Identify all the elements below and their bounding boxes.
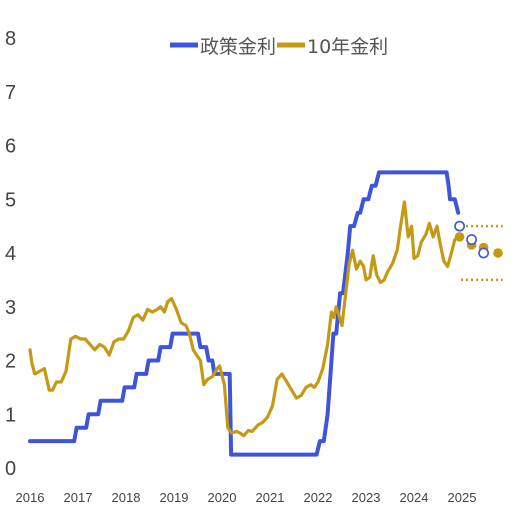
- y-tick-label-7: 7: [5, 82, 16, 104]
- projection-point-policy-rate-0: [454, 220, 465, 232]
- projection-point-policy-rate-2: [478, 247, 489, 259]
- x-tick-label-4: 2020: [208, 490, 237, 505]
- projection-point-10y-rate-3: [493, 248, 503, 258]
- x-tick-label-0: 2016: [16, 490, 45, 505]
- series-line-10y-rate: [28, 200, 460, 438]
- y-tick-label-1: 1: [5, 404, 16, 426]
- x-tick-label-5: 2021: [256, 490, 285, 505]
- legend: 政策金利 10年金利: [170, 36, 388, 58]
- legend-label-policy-rate: 政策金利: [200, 36, 276, 58]
- legend-label-10y-rate: 10年金利: [307, 36, 388, 58]
- x-tick-label-1: 2017: [64, 490, 93, 505]
- x-axis: 2016 2017 2018 2019 2020 2021 2022 2023 2024 2025: [16, 490, 477, 505]
- y-tick-label-5: 5: [5, 189, 16, 211]
- x-tick-label-2: 2018: [112, 490, 141, 505]
- y-tick-label-6: 6: [5, 136, 16, 158]
- y-tick-label-8: 8: [5, 28, 16, 50]
- x-tick-label-8: 2024: [400, 490, 429, 505]
- x-tick-label-9: 2025: [448, 490, 477, 505]
- y-tick-label-0: 0: [5, 458, 16, 480]
- y-axis: 0 1 2 3 4 5 6 7 8: [5, 28, 16, 480]
- y-tick-label-4: 4: [5, 243, 16, 265]
- x-tick-label-3: 2019: [160, 490, 189, 505]
- projection-point-policy-rate-1: [466, 234, 477, 245]
- series-line-policy-rate: [28, 170, 461, 457]
- projection-point-10y-rate-0: [454, 232, 465, 242]
- x-tick-label-7: 2023: [352, 490, 381, 505]
- y-tick-label-2: 2: [5, 351, 16, 373]
- x-tick-label-6: 2022: [304, 490, 333, 505]
- y-tick-label-3: 3: [5, 297, 16, 319]
- plot-area: [28, 170, 503, 457]
